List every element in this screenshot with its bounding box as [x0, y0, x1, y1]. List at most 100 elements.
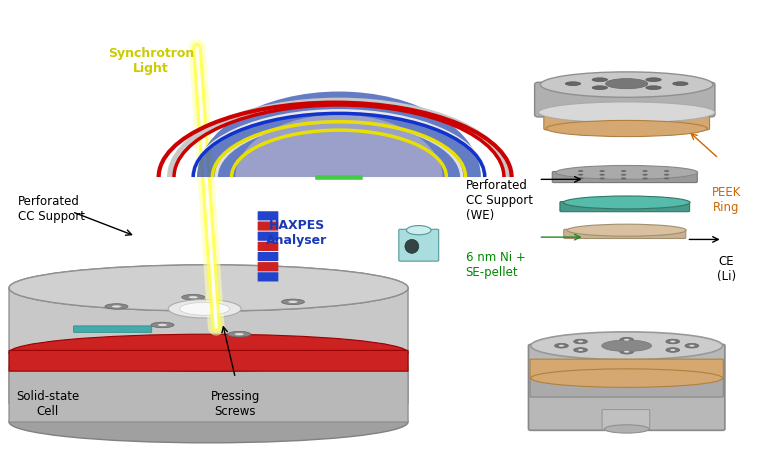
Ellipse shape — [235, 333, 244, 335]
FancyBboxPatch shape — [564, 229, 686, 239]
FancyBboxPatch shape — [258, 272, 279, 281]
Ellipse shape — [666, 348, 680, 352]
Text: HAXPES
Analyser: HAXPES Analyser — [266, 219, 327, 246]
FancyBboxPatch shape — [544, 114, 709, 130]
Ellipse shape — [592, 86, 608, 90]
Ellipse shape — [565, 82, 581, 86]
Ellipse shape — [601, 340, 651, 352]
Ellipse shape — [179, 302, 229, 315]
Ellipse shape — [685, 344, 699, 348]
Ellipse shape — [541, 72, 713, 97]
Ellipse shape — [578, 170, 584, 172]
Ellipse shape — [670, 340, 675, 342]
Ellipse shape — [578, 174, 584, 176]
FancyBboxPatch shape — [552, 172, 698, 183]
Ellipse shape — [554, 344, 568, 348]
Ellipse shape — [605, 79, 648, 89]
Text: Perforated
CC Support
(WE): Perforated CC Support (WE) — [466, 179, 533, 222]
FancyBboxPatch shape — [73, 326, 152, 332]
Ellipse shape — [642, 170, 648, 172]
Ellipse shape — [9, 265, 408, 311]
Ellipse shape — [592, 78, 608, 81]
FancyBboxPatch shape — [602, 410, 650, 430]
Ellipse shape — [182, 294, 205, 300]
Ellipse shape — [105, 304, 128, 309]
Text: 6 nm Ni +
SE-pellet: 6 nm Ni + SE-pellet — [466, 251, 525, 279]
Ellipse shape — [624, 339, 629, 341]
FancyBboxPatch shape — [530, 359, 723, 379]
Ellipse shape — [578, 340, 583, 342]
FancyBboxPatch shape — [258, 211, 279, 220]
Ellipse shape — [9, 334, 408, 371]
Ellipse shape — [531, 332, 722, 359]
Text: Perforated
CC Support: Perforated CC Support — [18, 195, 85, 223]
Ellipse shape — [574, 339, 588, 344]
FancyBboxPatch shape — [528, 345, 725, 430]
Ellipse shape — [405, 239, 419, 253]
FancyBboxPatch shape — [258, 252, 279, 261]
Ellipse shape — [599, 178, 604, 179]
Ellipse shape — [599, 174, 604, 176]
Ellipse shape — [288, 301, 297, 303]
Ellipse shape — [621, 170, 626, 172]
Ellipse shape — [556, 166, 698, 179]
FancyBboxPatch shape — [534, 82, 715, 117]
FancyBboxPatch shape — [399, 229, 439, 261]
Ellipse shape — [559, 345, 564, 347]
Ellipse shape — [531, 369, 722, 387]
Ellipse shape — [574, 348, 588, 352]
FancyBboxPatch shape — [258, 242, 279, 251]
Ellipse shape — [670, 349, 675, 351]
Ellipse shape — [664, 178, 669, 179]
Ellipse shape — [400, 233, 424, 259]
Ellipse shape — [642, 174, 648, 176]
Ellipse shape — [538, 102, 715, 123]
Ellipse shape — [673, 82, 688, 86]
Ellipse shape — [189, 296, 198, 299]
Ellipse shape — [646, 78, 661, 81]
Ellipse shape — [621, 178, 626, 179]
Ellipse shape — [620, 338, 634, 342]
Ellipse shape — [151, 322, 174, 328]
Ellipse shape — [228, 332, 251, 337]
Ellipse shape — [546, 120, 707, 137]
FancyBboxPatch shape — [9, 366, 408, 422]
Ellipse shape — [689, 345, 695, 347]
Text: PEEK
Ring: PEEK Ring — [711, 186, 741, 214]
Ellipse shape — [620, 349, 634, 354]
Ellipse shape — [281, 299, 304, 305]
Text: CE
(Li): CE (Li) — [717, 255, 736, 284]
Ellipse shape — [567, 224, 686, 236]
Ellipse shape — [9, 401, 408, 443]
Ellipse shape — [169, 299, 241, 318]
Ellipse shape — [666, 339, 680, 344]
FancyBboxPatch shape — [560, 201, 690, 212]
Ellipse shape — [664, 174, 669, 176]
Wedge shape — [236, 115, 443, 177]
Text: Solid-state
Cell: Solid-state Cell — [16, 390, 79, 418]
FancyBboxPatch shape — [258, 262, 279, 271]
Ellipse shape — [112, 306, 121, 308]
FancyBboxPatch shape — [258, 221, 279, 231]
Ellipse shape — [407, 226, 431, 235]
FancyBboxPatch shape — [9, 350, 408, 371]
Text: Synchrotron
Light: Synchrotron Light — [108, 47, 194, 75]
Ellipse shape — [578, 349, 583, 351]
FancyBboxPatch shape — [258, 232, 279, 241]
Ellipse shape — [158, 324, 167, 326]
Ellipse shape — [624, 351, 629, 352]
FancyBboxPatch shape — [315, 175, 363, 180]
Ellipse shape — [646, 86, 661, 90]
Ellipse shape — [564, 196, 690, 209]
Ellipse shape — [604, 425, 649, 433]
Ellipse shape — [599, 170, 604, 172]
Ellipse shape — [578, 178, 584, 179]
Ellipse shape — [621, 174, 626, 176]
Ellipse shape — [664, 170, 669, 172]
FancyBboxPatch shape — [9, 288, 408, 404]
FancyBboxPatch shape — [530, 378, 723, 397]
Text: Pressing
Screws: Pressing Screws — [211, 390, 260, 418]
Ellipse shape — [9, 265, 408, 311]
Ellipse shape — [642, 178, 648, 179]
Wedge shape — [197, 92, 481, 177]
